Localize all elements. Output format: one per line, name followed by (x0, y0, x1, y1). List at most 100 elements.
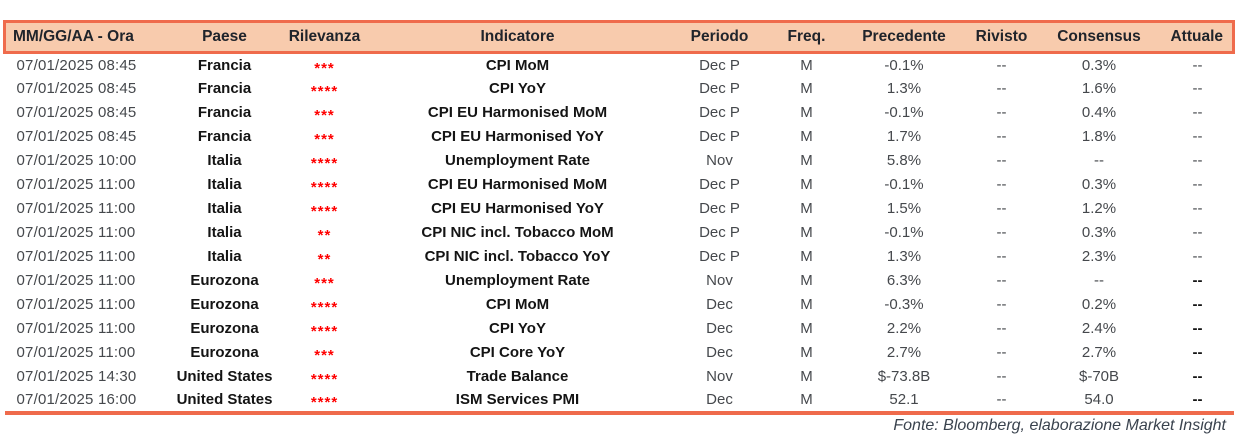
cell-indicator: CPI EU Harmonised YoY (431, 200, 604, 217)
cell-previous: 1.3% (886, 248, 922, 265)
cell-country: Eurozona (190, 344, 259, 361)
cell-indicator: CPI MoM (485, 56, 550, 74)
cell-country: Francia (197, 128, 252, 145)
cell-revised: -- (996, 152, 1007, 169)
cell-relevance: **** (282, 293, 368, 317)
cell-consensus: 1.2% (1081, 200, 1117, 217)
cell-previous: 1.3% (886, 80, 922, 97)
relevance-stars: **** (310, 203, 339, 220)
cell-relevance: *** (282, 125, 368, 149)
cell-period: Dec P (699, 56, 740, 74)
cell-datetime: 07/01/2025 10:00 (16, 152, 137, 169)
cell-consensus: 0.2% (1081, 296, 1117, 313)
cell-actual: -- (1192, 56, 1203, 74)
column-header-indicator: Indicatore (367, 20, 668, 54)
cell-revised: -- (996, 296, 1007, 313)
cell-previous: 2.2% (886, 320, 922, 337)
cell-previous: -0.1% (884, 224, 924, 241)
cell-datetime: 07/01/2025 11:00 (16, 176, 136, 193)
cell-revised: -- (996, 200, 1007, 217)
cell-datetime: 07/01/2025 08:45 (16, 56, 137, 74)
cell-freq: M (800, 56, 813, 74)
cell-consensus: 0.4% (1081, 104, 1117, 121)
cell-actual: -- (1192, 344, 1203, 361)
cell-revised: -- (996, 176, 1007, 193)
cell-indicator: ISM Services PMI (367, 388, 668, 415)
cell-consensus: 0.3% (1081, 224, 1117, 241)
cell-period: Dec (706, 344, 733, 361)
cell-freq: M (800, 296, 813, 313)
cell-freq: M (800, 224, 813, 241)
cell-period: Dec P (699, 248, 740, 265)
relevance-stars: *** (314, 347, 335, 364)
cell-freq: M (800, 128, 813, 145)
cell-previous: 5.8% (886, 152, 922, 169)
cell-country: Eurozona (190, 320, 259, 337)
table-row: 07/01/2025 08:45 Francia *** CPI EU Harmoni… (5, 101, 1234, 125)
cell-previous: 52.1 (841, 388, 967, 415)
cell-revised: -- (966, 388, 1037, 415)
cell-indicator: CPI EU Harmonised MoM (427, 104, 608, 121)
cell-freq: M (771, 388, 842, 415)
cell-revised: -- (996, 344, 1007, 361)
economic-calendar-table: MM/GG/AA - Ora Paese Rilevanza Indicatore Pe… (3, 20, 1235, 415)
cell-country: United States (167, 388, 282, 415)
table-row: 07/01/2025 14:30 United States **** Trade B… (5, 365, 1234, 389)
cell-indicator: CPI YoY (489, 320, 546, 337)
cell-datetime: 07/01/2025 11:00 (16, 344, 136, 361)
cell-indicator: CPI NIC incl. Tobacco YoY (424, 248, 611, 265)
cell-actual: -- (1192, 176, 1203, 193)
cell-country: Eurozona (190, 296, 259, 313)
cell-period: Nov (706, 152, 733, 169)
cell-period: Dec (706, 296, 733, 313)
cell-period: Nov (706, 272, 733, 289)
cell-relevance: **** (282, 77, 368, 101)
cell-period: Dec P (699, 104, 740, 121)
source-note: Fonte: Bloomberg, elaborazione Market In… (893, 416, 1226, 434)
cell-previous: 6.3% (886, 272, 922, 289)
table-row: 07/01/2025 16:00 United States **** ISM Ser… (4, 388, 1234, 415)
cell-actual: -- (1161, 388, 1234, 415)
table-body: 07/01/2025 08:45 Francia *** CPI MoM Dec P M -… (4, 53, 1234, 415)
table-row: 07/01/2025 11:00 Italia **** CPI EU Harmoni… (5, 173, 1234, 197)
cell-relevance: *** (282, 341, 368, 365)
table-row: 07/01/2025 11:00 Eurozona *** CPI Core YoY D… (5, 341, 1234, 365)
cell-period: Dec P (699, 224, 740, 241)
cell-country: Francia (197, 80, 252, 97)
cell-consensus: -- (1094, 152, 1104, 169)
cell-revised: -- (996, 80, 1007, 97)
cell-revised: -- (996, 368, 1007, 385)
relevance-stars: **** (310, 371, 339, 388)
cell-freq: M (800, 80, 813, 97)
relevance-stars: **** (310, 155, 339, 172)
cell-previous: $-73.8B (877, 368, 931, 385)
cell-datetime: 07/01/2025 11:00 (16, 272, 136, 289)
cell-revised: -- (996, 320, 1007, 337)
column-header-revised: Rivisto (966, 20, 1037, 54)
cell-datetime: 07/01/2025 11:00 (16, 224, 136, 241)
cell-actual: -- (1192, 248, 1203, 265)
cell-datetime: 07/01/2025 11:00 (16, 248, 136, 265)
cell-indicator: CPI YoY (489, 80, 546, 97)
cell-period: Dec P (699, 176, 740, 193)
cell-datetime: 07/01/2025 11:00 (16, 200, 136, 217)
cell-country: Francia (197, 104, 252, 121)
column-header-previous: Precedente (841, 20, 967, 54)
relevance-stars: *** (314, 131, 335, 148)
cell-relevance: **** (282, 149, 368, 173)
relevance-stars: *** (314, 59, 335, 77)
table-row: 07/01/2025 10:00 Italia **** Unemployment R… (5, 149, 1234, 173)
cell-country: Italia (207, 152, 242, 169)
cell-indicator: Unemployment Rate (444, 272, 591, 289)
cell-revised: -- (996, 56, 1007, 74)
cell-relevance: ** (282, 221, 368, 245)
cell-freq: M (800, 200, 813, 217)
cell-actual: -- (1192, 152, 1203, 169)
cell-freq: M (800, 104, 813, 121)
relevance-stars: **** (310, 323, 339, 340)
cell-datetime: 07/01/2025 11:00 (16, 296, 136, 313)
cell-actual: -- (1192, 296, 1203, 313)
cell-indicator: Unemployment Rate (444, 152, 591, 169)
relevance-stars: **** (310, 394, 339, 411)
cell-relevance: **** (282, 365, 368, 389)
